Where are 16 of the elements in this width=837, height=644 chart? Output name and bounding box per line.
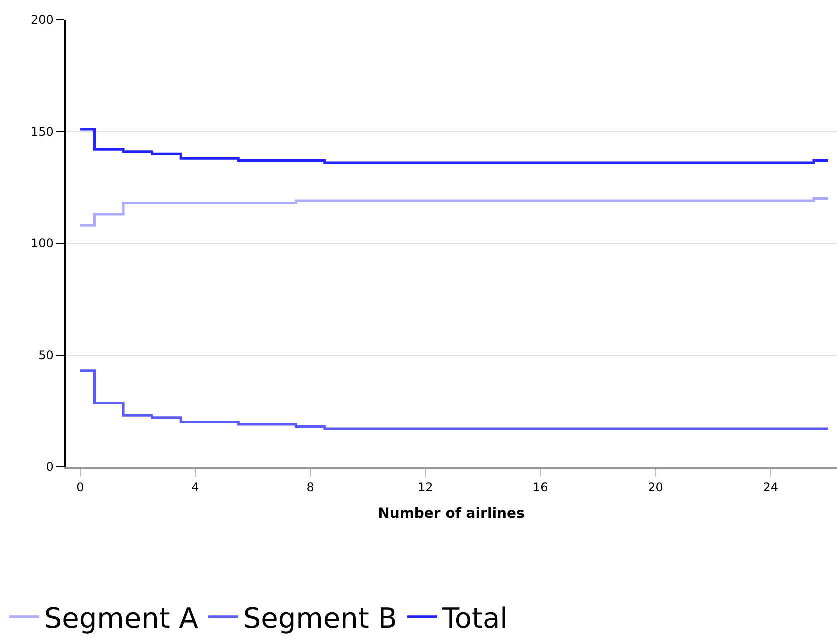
x-tick-label: 24 xyxy=(763,480,778,494)
y-tick-label: 100 xyxy=(30,236,54,251)
y-tick-label: 50 xyxy=(38,348,54,362)
x-tick-label: 16 xyxy=(533,480,548,494)
y-tick-label: 150 xyxy=(30,124,54,139)
x-tick-label: 8 xyxy=(306,480,314,494)
x-tick-label: 20 xyxy=(648,480,664,494)
legend-label: Segment A xyxy=(44,602,198,635)
x-axis-title: Number of airlines xyxy=(378,506,525,522)
y-tick-label: 0 xyxy=(46,460,54,474)
legend-label: Segment B xyxy=(243,602,398,635)
x-tick-label: 0 xyxy=(76,480,84,494)
legend-label: Total xyxy=(441,602,508,635)
x-tick-label: 12 xyxy=(418,480,434,494)
y-tick-label: 200 xyxy=(30,13,54,28)
x-tick-label: 4 xyxy=(192,480,200,494)
